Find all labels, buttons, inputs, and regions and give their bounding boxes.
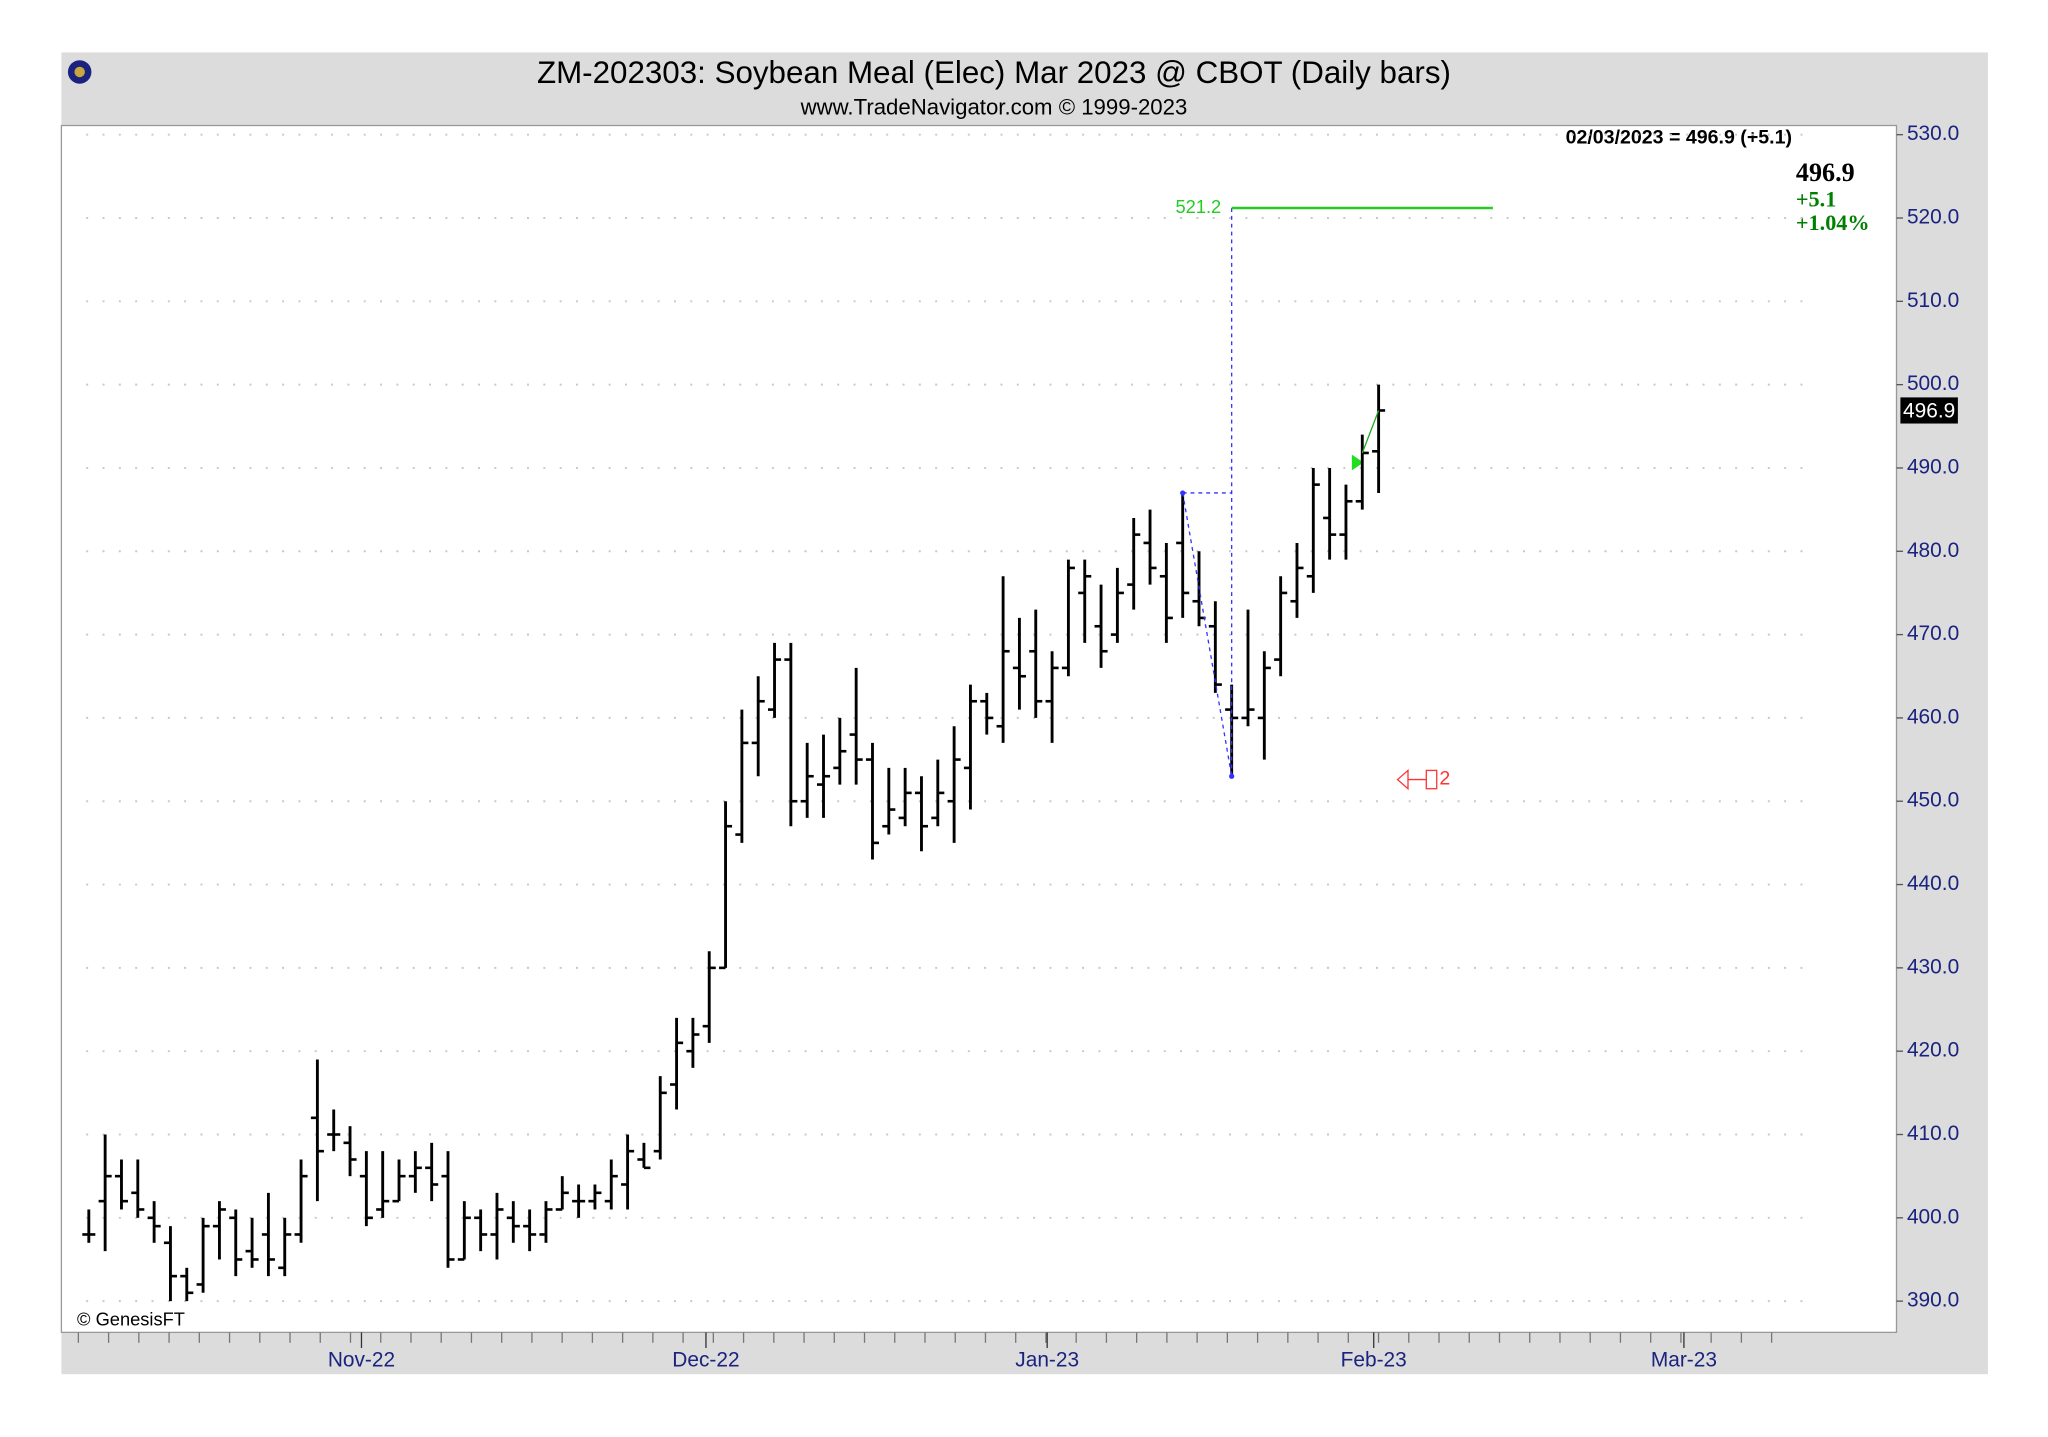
copyright: © GenesisFT xyxy=(77,1308,185,1329)
y-tick-label: 530.0 xyxy=(1907,122,1959,145)
y-tick-label: 410.0 xyxy=(1907,1122,1959,1145)
projection-label: 521.2 xyxy=(1176,196,1222,217)
projection-point xyxy=(1229,773,1235,779)
last-price-tag xyxy=(1900,397,1958,424)
y-tick-label: 450.0 xyxy=(1907,789,1959,812)
summary-last: 496.9 xyxy=(1796,158,1855,187)
y-tick-label: 510.0 xyxy=(1907,289,1959,312)
y-tick-label: 470.0 xyxy=(1907,622,1959,645)
y-tick-label: 520.0 xyxy=(1907,206,1959,229)
x-tick-label: Jan-23 xyxy=(1015,1349,1079,1372)
x-tick-label: Feb-23 xyxy=(1341,1349,1407,1372)
y-tick-label: 460.0 xyxy=(1907,705,1959,728)
y-tick-label: 440.0 xyxy=(1907,872,1959,895)
x-tick-label: Nov-22 xyxy=(328,1349,395,1372)
y-tick-label: 400.0 xyxy=(1907,1205,1959,1228)
info-line: 02/03/2023 = 496.9 (+5.1) xyxy=(1566,127,1792,149)
y-tick-label: 480.0 xyxy=(1907,539,1959,562)
last-price-label: 496.9 xyxy=(1903,399,1955,422)
y-tick-label: 430.0 xyxy=(1907,955,1959,978)
signal-arrow xyxy=(1351,454,1364,471)
signal-label: 2 xyxy=(1439,768,1450,790)
chart-subtitle: www.TradeNavigator.com © 1999-2023 xyxy=(800,94,1188,119)
chart-title: ZM-202303: Soybean Meal (Elec) Mar 2023 … xyxy=(537,55,1451,90)
y-tick-label: 420.0 xyxy=(1907,1039,1959,1062)
x-tick-label: Dec-22 xyxy=(672,1349,739,1372)
projection-diag xyxy=(1182,492,1233,777)
y-tick-label: 500.0 xyxy=(1907,372,1959,395)
x-tick-label: Mar-23 xyxy=(1651,1349,1717,1372)
plot-area xyxy=(60,124,1898,1334)
projection-point xyxy=(1180,490,1186,496)
last-link xyxy=(1361,410,1380,454)
y-tick-label: 390.0 xyxy=(1907,1289,1959,1312)
y-tick-label: 490.0 xyxy=(1907,455,1959,478)
summary-change: +5.1 xyxy=(1796,186,1836,211)
logo-inner xyxy=(74,66,85,78)
summary-pct: +1.04% xyxy=(1796,210,1870,235)
signal-box xyxy=(1425,769,1438,790)
